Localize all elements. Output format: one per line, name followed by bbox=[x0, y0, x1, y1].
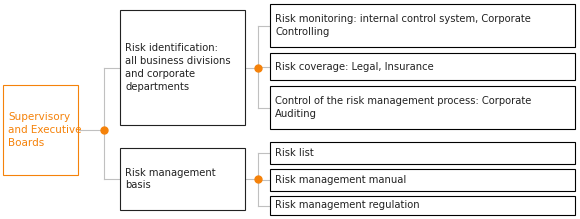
FancyBboxPatch shape bbox=[3, 85, 78, 175]
Text: Risk coverage: Legal, Insurance: Risk coverage: Legal, Insurance bbox=[275, 62, 434, 71]
Text: Control of the risk management process: Corporate
Auditing: Control of the risk management process: … bbox=[275, 96, 531, 119]
Text: Risk management regulation: Risk management regulation bbox=[275, 201, 419, 210]
FancyBboxPatch shape bbox=[270, 4, 575, 47]
FancyBboxPatch shape bbox=[270, 53, 575, 80]
Text: Supervisory
and Executive
Boards: Supervisory and Executive Boards bbox=[8, 112, 82, 148]
FancyBboxPatch shape bbox=[270, 86, 575, 129]
FancyBboxPatch shape bbox=[270, 196, 575, 215]
FancyBboxPatch shape bbox=[120, 10, 245, 125]
Text: Risk management
basis: Risk management basis bbox=[125, 168, 216, 190]
FancyBboxPatch shape bbox=[120, 148, 245, 210]
FancyBboxPatch shape bbox=[270, 169, 575, 191]
FancyBboxPatch shape bbox=[270, 142, 575, 164]
Text: Risk monitoring: internal control system, Corporate
Controlling: Risk monitoring: internal control system… bbox=[275, 14, 531, 37]
Text: Risk management manual: Risk management manual bbox=[275, 175, 406, 185]
Text: Risk identification:
all business divisions
and corporate
departments: Risk identification: all business divisi… bbox=[125, 43, 231, 92]
Text: Risk list: Risk list bbox=[275, 148, 314, 158]
